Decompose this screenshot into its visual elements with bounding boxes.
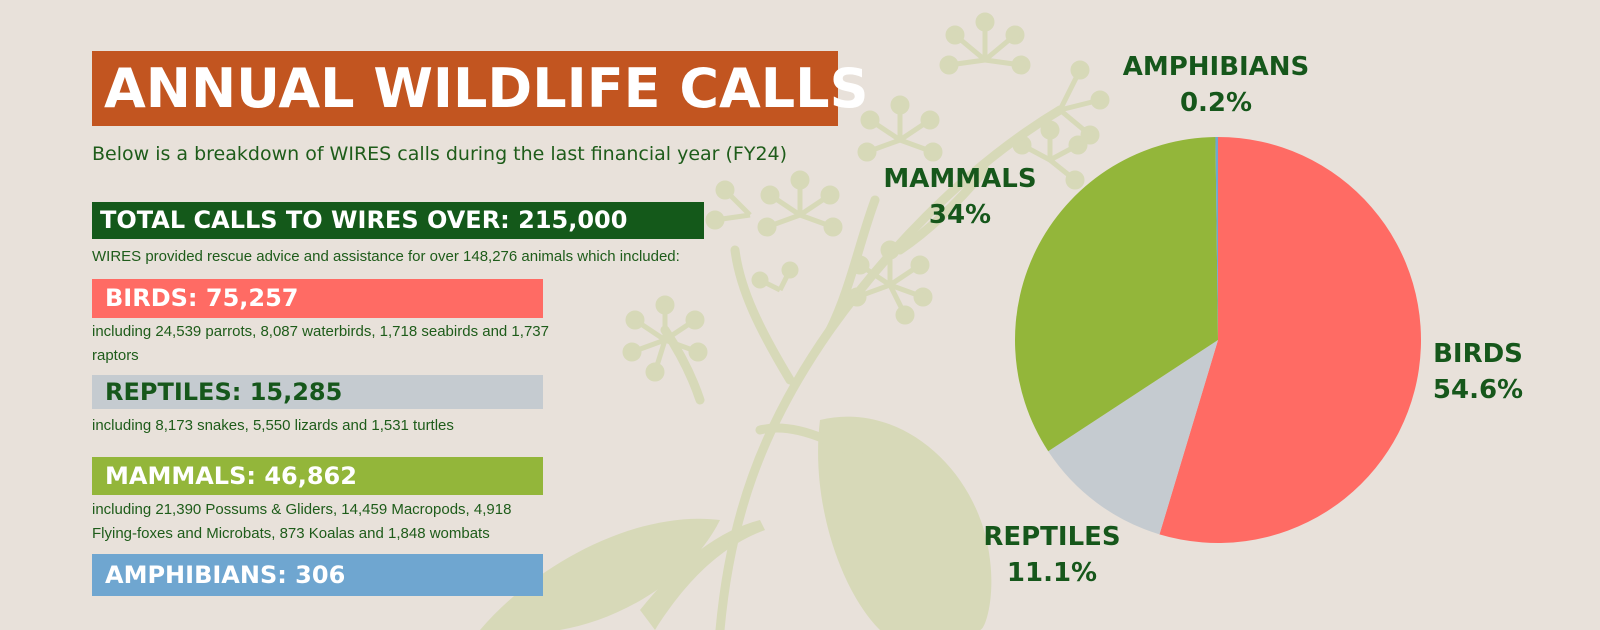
birds-detail: including 24,539 parrots, 8,087 waterbir… bbox=[92, 323, 549, 364]
reptiles-banner: REPTILES: 15,285 bbox=[92, 375, 543, 409]
mammals-slice bbox=[1015, 137, 1218, 452]
mammals-slice-percent: 34% bbox=[929, 200, 991, 230]
title-banner: ANNUAL WILDLIFE CALLS bbox=[92, 51, 869, 126]
mammals-slice-name: MAMMALS bbox=[883, 164, 1036, 194]
page-title: ANNUAL WILDLIFE CALLS bbox=[104, 57, 869, 120]
amphibians-label: AMPHIBIANS: 306 bbox=[105, 561, 346, 589]
reptiles-label: REPTILES: 15,285 bbox=[105, 378, 343, 406]
amphibians-banner: AMPHIBIANS: 306 bbox=[92, 554, 543, 596]
reptiles-slice bbox=[1048, 340, 1218, 535]
amphibians-slice bbox=[1215, 137, 1218, 340]
amphibians-slice-name: AMPHIBIANS bbox=[1123, 52, 1310, 82]
birds-label: BIRDS: 75,257 bbox=[105, 284, 299, 312]
amphibians-slice-percent: 0.2% bbox=[1180, 88, 1252, 118]
birds-slice bbox=[1159, 137, 1421, 543]
intro-text: WIRES provided rescue advice and assista… bbox=[92, 248, 680, 265]
birds-slice-name: BIRDS bbox=[1433, 339, 1523, 369]
total-calls-banner: TOTAL CALLS TO WIRES OVER: 215,000 bbox=[92, 202, 704, 239]
mammals-banner: MAMMALS: 46,862 bbox=[92, 457, 543, 495]
birds-slice-percent: 54.6% bbox=[1433, 375, 1523, 405]
reptiles-detail: including 8,173 snakes, 5,550 lizards an… bbox=[92, 417, 454, 434]
page-subtitle: Below is a breakdown of WIRES calls duri… bbox=[92, 143, 788, 165]
reptiles-slice-name: REPTILES bbox=[983, 522, 1120, 552]
total-calls-label: TOTAL CALLS TO WIRES OVER: 215,000 bbox=[100, 206, 628, 234]
mammals-detail: including 21,390 Possums & Gliders, 14,4… bbox=[92, 501, 512, 542]
birds-banner: BIRDS: 75,257 bbox=[92, 279, 543, 318]
reptiles-slice-percent: 11.1% bbox=[1007, 558, 1097, 588]
mammals-label: MAMMALS: 46,862 bbox=[105, 462, 357, 490]
